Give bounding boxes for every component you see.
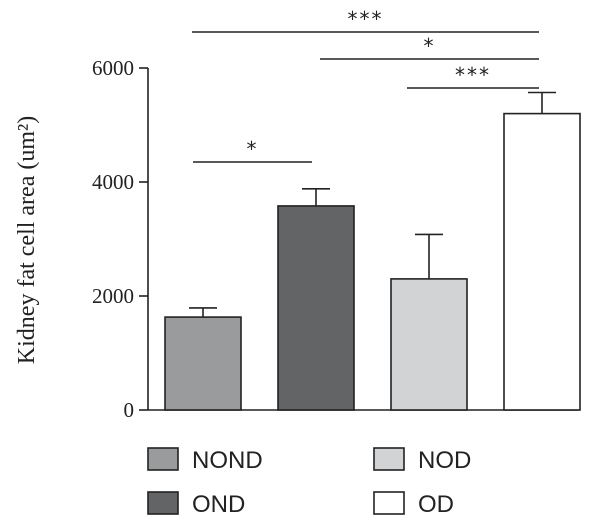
y-axis-label: Kidney fat cell area (um²) (14, 116, 40, 364)
legend-swatch-nod (373, 447, 405, 471)
significance-brackets: ******** (192, 7, 539, 163)
legend-swatch-nond (147, 447, 179, 471)
bar-nod (390, 278, 468, 411)
bar-ond (277, 205, 355, 411)
chart-legend: NOND NOD OND OD (147, 447, 471, 518)
bar-nond (164, 316, 242, 411)
significance-label: * (247, 137, 259, 161)
legend-label-ond: OND (192, 491, 245, 518)
y-tick-label: 2000 (92, 284, 134, 308)
chart-bars (164, 91, 581, 411)
significance-label: * (424, 34, 436, 58)
significance-label: *** (455, 63, 491, 87)
y-tick-label: 6000 (92, 56, 134, 80)
significance-label: *** (348, 7, 384, 31)
legend-swatch-od (373, 491, 405, 515)
bar-od (503, 112, 581, 411)
legend-label-od: OD (418, 491, 454, 518)
y-tick-label: 0 (124, 398, 135, 422)
legend-swatch-ond (147, 491, 179, 515)
y-tick-label: 4000 (92, 170, 134, 194)
legend-label-nond: NOND (192, 447, 263, 474)
legend-label-nod: NOD (418, 447, 471, 474)
